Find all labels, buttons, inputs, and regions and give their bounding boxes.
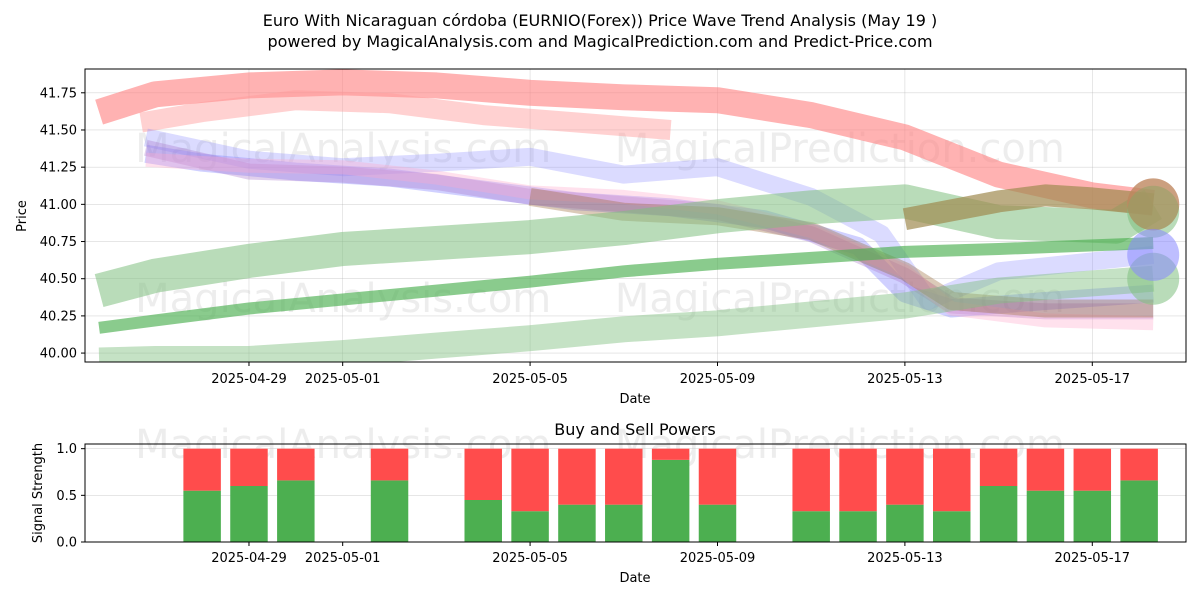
x-tick-label: 2025-05-13 bbox=[867, 372, 943, 387]
buy-bar bbox=[370, 480, 409, 542]
buy-bar bbox=[839, 511, 877, 542]
series-line-7 bbox=[94, 184, 1162, 308]
series-line-8 bbox=[98, 237, 1154, 334]
buy-sell-power-plot: Buy and Sell Powers MagicalAnalysis.com … bbox=[31, 420, 1187, 586]
series-line-0 bbox=[95, 69, 1155, 216]
y-tick-label: 41.50 bbox=[40, 123, 77, 138]
sell-bar bbox=[230, 448, 268, 486]
bar-watermark: MagicalAnalysis.com MagicalPrediction.co… bbox=[135, 422, 1065, 468]
buy-bar bbox=[1073, 490, 1112, 542]
bar-x-tick-label: 2025-05-17 bbox=[1055, 551, 1131, 566]
sell-bar bbox=[1120, 448, 1158, 481]
sell-bar bbox=[933, 448, 971, 512]
price-x-ticks: 2025-04-29 2025-05-01 2025-05-05 2025-05-09… bbox=[211, 362, 1130, 387]
sell-bar bbox=[370, 448, 409, 481]
buy-bar bbox=[698, 504, 737, 542]
y-tick-label: 41.25 bbox=[40, 161, 77, 176]
sell-bar bbox=[698, 448, 737, 505]
buy-bar bbox=[230, 486, 268, 542]
buy-bar bbox=[277, 480, 315, 542]
bar-y-ticks: 0.0 0.5 1.0 bbox=[56, 442, 85, 551]
sell-bar bbox=[511, 448, 549, 512]
sell-bar bbox=[839, 448, 877, 512]
buy-sell-title: Buy and Sell Powers bbox=[554, 420, 716, 439]
sell-bar bbox=[277, 448, 315, 481]
y-tick-label: 40.25 bbox=[40, 309, 77, 324]
price-series bbox=[94, 69, 1180, 362]
series-end-marker-2 bbox=[1127, 178, 1180, 231]
bar-x-tick-label: 2025-05-09 bbox=[680, 551, 756, 566]
price-wave-plot: MagicalAnalysis.com MagicalPrediction.co… bbox=[15, 68, 1187, 407]
sell-bar bbox=[792, 448, 830, 512]
buy-bar bbox=[979, 486, 1018, 542]
buy-bar bbox=[511, 511, 549, 542]
buy-bar bbox=[933, 511, 971, 542]
y-tick-label: 40.75 bbox=[40, 235, 77, 250]
bar-y-axis-label: Signal Strength bbox=[31, 443, 46, 543]
y-tick-label: 41.00 bbox=[40, 198, 77, 213]
y-tick-label: 41.75 bbox=[40, 86, 77, 101]
series-line-3 bbox=[143, 128, 1155, 310]
bar-x-tick-label: 2025-04-29 bbox=[211, 551, 287, 566]
bar-x-ticks: 2025-04-29 2025-05-01 2025-05-05 2025-05-09… bbox=[211, 542, 1130, 566]
y-tick-label: 40.00 bbox=[40, 347, 77, 362]
buy-bar bbox=[1026, 490, 1065, 542]
x-tick-label: 2025-05-09 bbox=[680, 372, 756, 387]
bar-y-tick-label: 1.0 bbox=[56, 442, 77, 457]
bar-plot-frame bbox=[84, 443, 1187, 543]
buy-sell-bars bbox=[183, 448, 1158, 542]
series-line-10 bbox=[902, 184, 1155, 231]
series-line-5 bbox=[145, 152, 1154, 331]
sell-bar bbox=[1073, 448, 1112, 491]
x-tick-label: 2025-05-05 bbox=[492, 372, 568, 387]
bar-y-tick-label: 0.0 bbox=[56, 536, 77, 551]
buy-bar bbox=[792, 511, 830, 542]
sell-bar bbox=[1026, 448, 1065, 491]
price-y-ticks: 40.00 40.25 40.50 40.75 41.00 41.25 41.50 41.75 bbox=[40, 86, 85, 362]
buy-bar bbox=[886, 504, 924, 542]
sell-bar bbox=[651, 448, 690, 460]
buy-bar bbox=[1120, 480, 1158, 542]
series-line-1 bbox=[139, 90, 672, 140]
buy-bar bbox=[651, 459, 690, 542]
chart-title-line1: Euro With Nicaraguan córdoba (EURNIO(For… bbox=[263, 11, 937, 30]
buy-bar bbox=[605, 504, 643, 542]
sell-bar bbox=[886, 448, 924, 505]
x-tick-label: 2025-05-17 bbox=[1055, 372, 1131, 387]
bar-x-axis-label: Date bbox=[619, 571, 650, 586]
sell-bar bbox=[605, 448, 643, 505]
bar-x-tick-label: 2025-05-05 bbox=[492, 551, 568, 566]
y-tick-label: 40.50 bbox=[40, 272, 77, 287]
sell-bar bbox=[558, 448, 596, 505]
chart-title-line2: powered by MagicalAnalysis.com and Magic… bbox=[267, 32, 932, 51]
series-line-9 bbox=[98, 265, 1155, 362]
bar-x-tick-label: 2025-05-13 bbox=[867, 551, 943, 566]
buy-bar bbox=[558, 504, 596, 542]
x-tick-label: 2025-05-01 bbox=[305, 372, 381, 387]
buy-bar bbox=[464, 500, 502, 542]
sell-bar bbox=[979, 448, 1018, 486]
buy-bar bbox=[183, 490, 221, 542]
series-end-marker-4 bbox=[1127, 228, 1180, 281]
bar-y-tick-label: 0.5 bbox=[56, 489, 77, 504]
price-x-axis-label: Date bbox=[619, 392, 650, 407]
plot-frame bbox=[84, 68, 1187, 363]
price-y-axis-label: Price bbox=[15, 200, 30, 232]
sell-bar bbox=[183, 448, 221, 491]
x-tick-label: 2025-04-29 bbox=[211, 372, 287, 387]
sell-bar bbox=[464, 448, 502, 500]
bar-x-tick-label: 2025-05-01 bbox=[305, 551, 381, 566]
